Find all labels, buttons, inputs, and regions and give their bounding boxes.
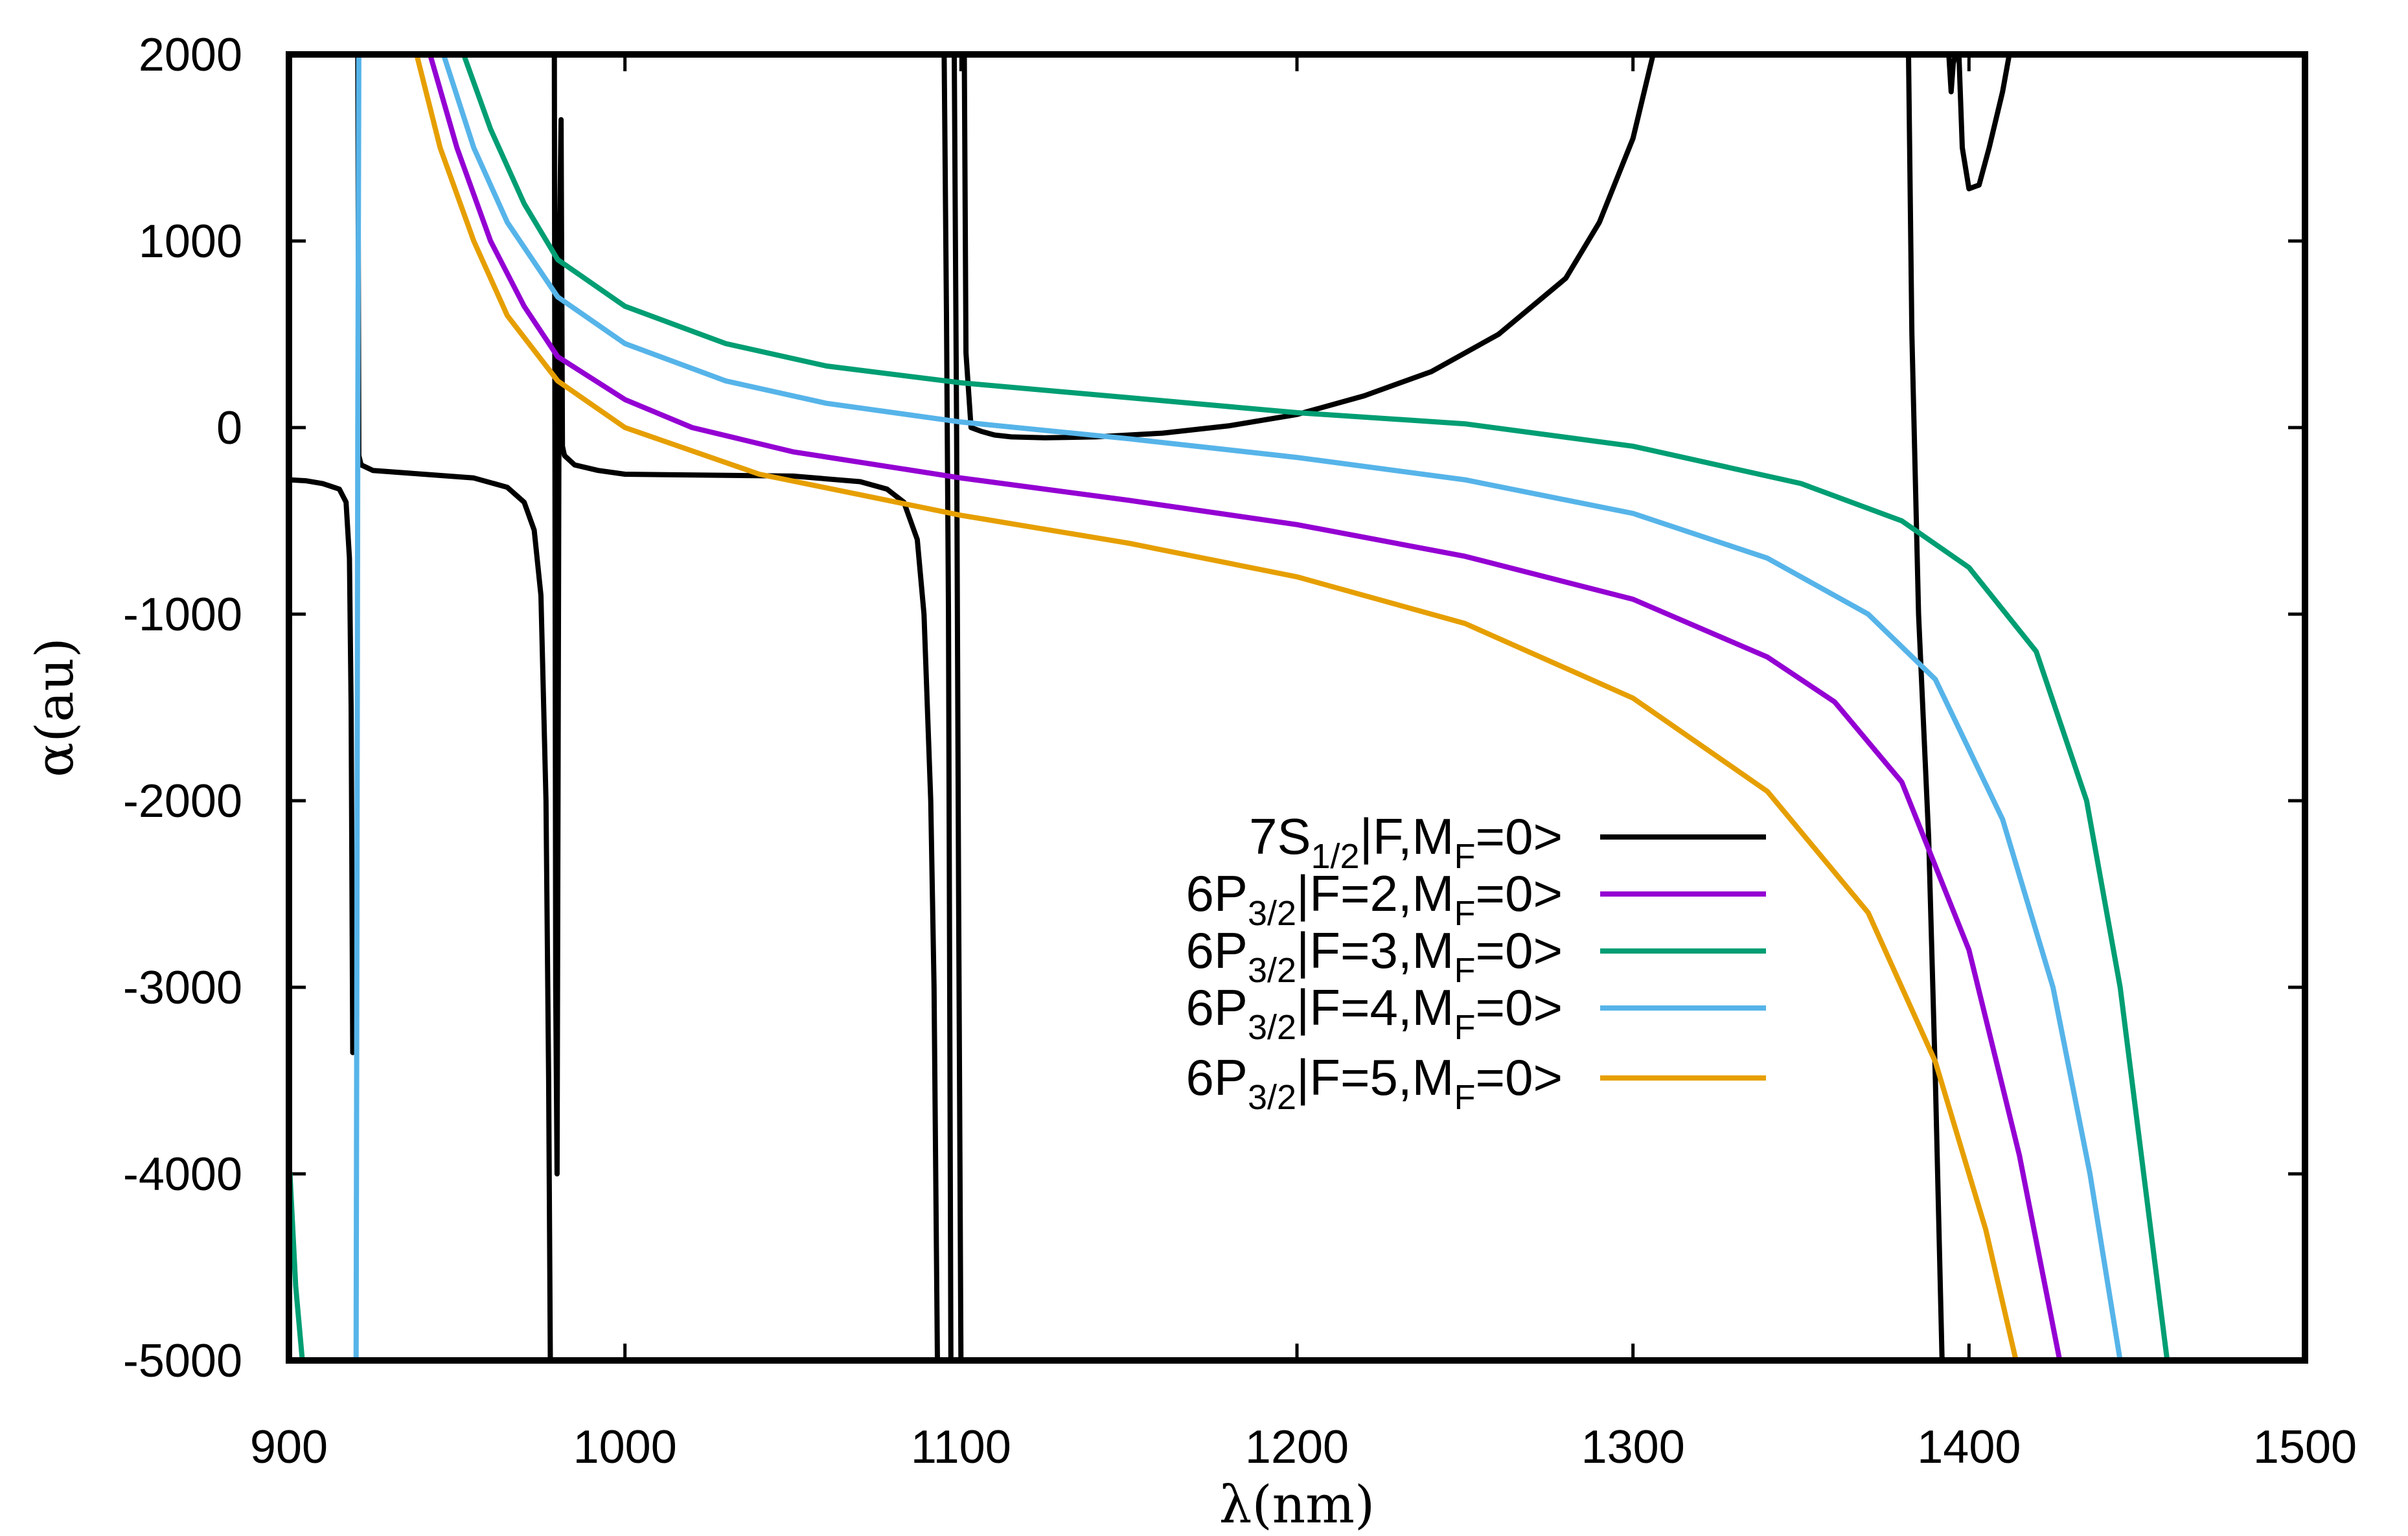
series-line-0 <box>355 54 553 1360</box>
x-tick-label: 1000 <box>573 1421 677 1473</box>
series-line-0 <box>1906 54 1945 1360</box>
y-tick-label: -2000 <box>123 775 242 827</box>
series-line-0 <box>941 54 954 1360</box>
y-tick-label: -1000 <box>123 589 242 641</box>
series-line-0 <box>952 54 964 1360</box>
y-axis-title: α(au) <box>25 637 85 777</box>
y-tick-label: 1000 <box>139 216 242 268</box>
y-tick-label: -4000 <box>123 1149 242 1200</box>
y-tick-label: 0 <box>216 402 242 454</box>
y-tick-label: -5000 <box>123 1335 242 1387</box>
legend-label-1: 6P3/2|F=2,MF=0> <box>1186 865 1563 933</box>
x-axis-title: λ(nm) <box>1219 1474 1375 1535</box>
series-line-4 <box>414 54 2019 1360</box>
x-tick-label: 1400 <box>1917 1421 2021 1473</box>
x-tick-label: 1300 <box>1581 1421 1685 1473</box>
series-line-3 <box>441 54 2123 1360</box>
y-tick-label: -3000 <box>123 962 242 1014</box>
series-line-0 <box>1946 54 1958 95</box>
y-tick-label: 2000 <box>139 29 242 81</box>
x-tick-label: 1100 <box>911 1421 1011 1473</box>
series-line-1 <box>427 54 2063 1360</box>
series-lines <box>289 54 2170 1360</box>
tick-labels: 900 1000 1100 1200 1300 1400 1500 -5000 -4000 -30… <box>123 29 2357 1473</box>
legend: 7S1/2|F,MF=0>6P3/2|F=2,MF=0>6P3/2|F=3,MF… <box>1186 808 1766 1117</box>
legend-label-2: 6P3/2|F=3,MF=0> <box>1186 922 1563 990</box>
axis-ticks <box>287 52 2307 1362</box>
plot-frame <box>286 51 2308 1364</box>
series-line-2 <box>461 54 2170 1360</box>
legend-label-4: 6P3/2|F=5,MF=0> <box>1186 1049 1563 1117</box>
series-line-0 <box>961 54 1656 441</box>
legend-label-3: 6P3/2|F=4,MF=0> <box>1186 979 1563 1047</box>
x-tick-label: 1200 <box>1245 1421 1349 1473</box>
x-tick-label: 1500 <box>2253 1421 2357 1473</box>
x-tick-label: 900 <box>250 1421 328 1473</box>
series-line-0 <box>1956 54 2012 192</box>
series-line-3 <box>353 54 361 1360</box>
series-line-0 <box>551 54 940 1360</box>
series-line-0 <box>289 477 356 1055</box>
legend-label-0: 7S1/2|F,MF=0> <box>1249 808 1563 876</box>
